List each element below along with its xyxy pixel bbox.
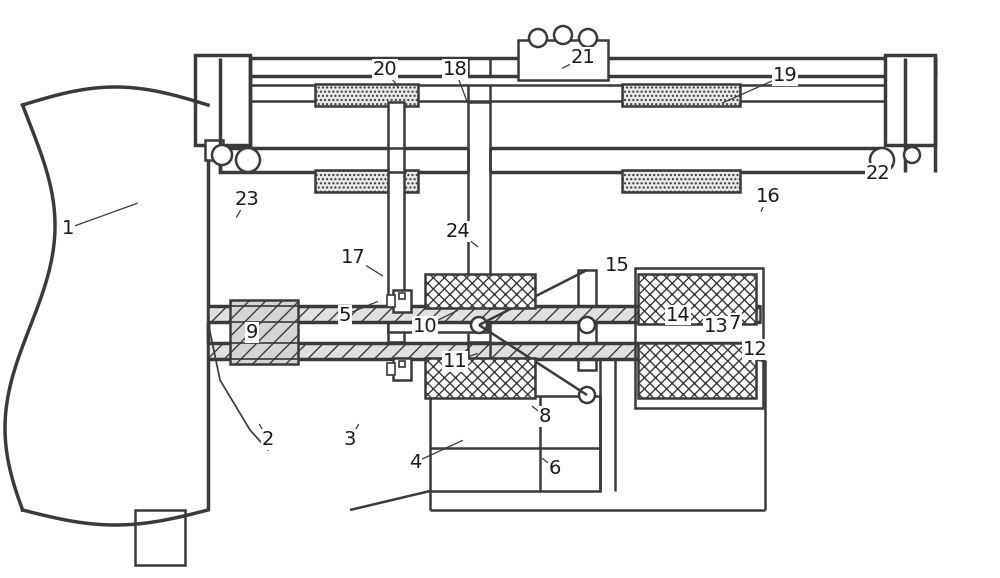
- Text: 7: 7: [729, 314, 741, 333]
- Bar: [430, 396, 600, 491]
- Circle shape: [529, 29, 547, 47]
- Circle shape: [579, 29, 597, 47]
- Circle shape: [471, 317, 487, 333]
- Text: 2: 2: [262, 430, 274, 449]
- Text: 16: 16: [756, 187, 780, 206]
- Bar: [518, 40, 608, 80]
- Bar: [399, 361, 405, 367]
- Text: 11: 11: [443, 352, 467, 370]
- Circle shape: [870, 148, 894, 172]
- Bar: [393, 290, 411, 312]
- Text: 17: 17: [341, 248, 365, 266]
- Text: 15: 15: [605, 257, 629, 275]
- Circle shape: [212, 145, 232, 165]
- Text: 23: 23: [235, 190, 259, 209]
- Text: 3: 3: [344, 430, 356, 449]
- Bar: [622, 170, 740, 192]
- Circle shape: [579, 317, 595, 333]
- Text: 24: 24: [446, 222, 470, 240]
- Text: 14: 14: [666, 306, 690, 324]
- Text: 10: 10: [413, 317, 437, 336]
- Text: 18: 18: [443, 60, 467, 79]
- Bar: [399, 293, 405, 299]
- Bar: [387, 363, 395, 375]
- Bar: [195, 55, 250, 145]
- Text: 1: 1: [62, 219, 74, 238]
- Bar: [635, 268, 763, 408]
- Text: 21: 21: [571, 49, 595, 67]
- Circle shape: [554, 26, 572, 44]
- Bar: [388, 102, 404, 342]
- Text: 5: 5: [339, 306, 351, 324]
- Bar: [425, 358, 535, 398]
- Bar: [220, 85, 935, 101]
- Bar: [388, 318, 488, 332]
- Bar: [885, 55, 935, 145]
- Text: 9: 9: [246, 323, 258, 342]
- Bar: [638, 274, 756, 324]
- Text: 4: 4: [409, 453, 421, 472]
- Text: 13: 13: [704, 317, 728, 336]
- Bar: [220, 148, 880, 172]
- Bar: [208, 343, 760, 359]
- Text: 20: 20: [373, 60, 397, 79]
- Text: 8: 8: [539, 407, 551, 425]
- Bar: [205, 140, 223, 160]
- Bar: [315, 84, 418, 106]
- Bar: [468, 102, 490, 342]
- Bar: [387, 295, 395, 307]
- Bar: [208, 306, 760, 322]
- Bar: [315, 170, 418, 192]
- Text: 6: 6: [549, 459, 561, 477]
- Circle shape: [579, 387, 595, 403]
- Text: 19: 19: [773, 66, 797, 84]
- Bar: [220, 58, 935, 76]
- Circle shape: [904, 147, 920, 163]
- Text: 22: 22: [866, 164, 890, 183]
- Bar: [578, 270, 596, 370]
- Bar: [425, 274, 535, 308]
- Bar: [622, 84, 740, 106]
- Bar: [135, 510, 185, 565]
- Circle shape: [236, 148, 260, 172]
- Bar: [638, 343, 756, 398]
- Bar: [230, 300, 298, 364]
- Text: 12: 12: [743, 340, 767, 359]
- Bar: [393, 358, 411, 380]
